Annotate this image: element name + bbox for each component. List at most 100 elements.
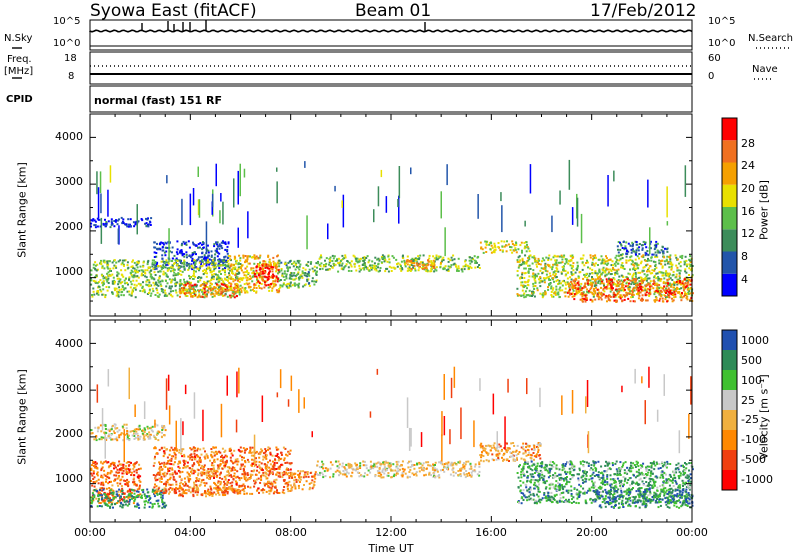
data-cell <box>682 280 684 282</box>
data-cell <box>677 259 679 261</box>
data-cell <box>566 261 568 263</box>
data-cell <box>574 293 576 295</box>
data-cell <box>175 292 177 294</box>
data-cell <box>210 448 212 450</box>
data-cell <box>217 274 219 276</box>
data-cell <box>141 269 143 271</box>
scatter-streak <box>304 161 306 168</box>
data-cell <box>198 480 200 482</box>
data-cell <box>293 262 295 264</box>
data-cell <box>120 502 122 504</box>
data-cell <box>137 271 139 273</box>
data-cell <box>294 285 296 287</box>
data-cell <box>305 283 307 285</box>
data-cell <box>103 283 105 285</box>
data-cell <box>419 255 421 257</box>
data-cell <box>119 259 121 261</box>
scatter-streak <box>247 211 249 238</box>
data-cell <box>614 283 616 285</box>
data-cell <box>284 462 286 464</box>
data-cell <box>241 269 243 271</box>
data-cell <box>351 260 353 262</box>
data-cell <box>239 291 241 293</box>
data-cell <box>243 476 245 478</box>
data-cell <box>397 266 399 268</box>
data-cell <box>178 267 180 269</box>
data-cell <box>571 283 573 285</box>
data-cell <box>202 283 204 285</box>
data-cell <box>118 286 120 288</box>
data-cell <box>291 272 293 274</box>
data-cell <box>638 280 640 282</box>
data-cell <box>128 224 130 226</box>
data-cell <box>144 438 146 440</box>
data-cell <box>156 243 158 245</box>
data-cell <box>653 254 655 256</box>
data-cell <box>391 267 393 269</box>
data-cell <box>572 296 574 298</box>
data-cell <box>99 505 101 507</box>
data-cell <box>642 244 644 246</box>
scatter-streak <box>500 192 502 201</box>
data-cell <box>452 255 454 257</box>
data-cell <box>591 301 593 303</box>
data-cell <box>572 262 574 264</box>
data-cell <box>241 459 243 461</box>
data-cell <box>501 240 503 242</box>
data-cell <box>436 257 438 259</box>
data-cell <box>222 260 224 262</box>
data-cell <box>154 266 156 268</box>
data-cell <box>176 264 178 266</box>
data-cell <box>668 256 670 258</box>
data-cell <box>151 265 153 267</box>
data-cell <box>529 265 531 267</box>
data-cell <box>618 269 620 271</box>
data-cell <box>616 301 618 303</box>
data-cell <box>624 268 626 270</box>
data-cell <box>529 290 531 292</box>
data-cell <box>659 298 661 300</box>
data-cell <box>479 267 481 269</box>
data-cell <box>101 494 103 496</box>
data-cell <box>150 295 152 297</box>
data-cell <box>681 255 683 257</box>
data-cell <box>284 273 286 275</box>
data-cell <box>643 278 645 280</box>
data-cell <box>669 273 671 275</box>
data-cell <box>234 266 236 268</box>
data-cell <box>109 268 111 270</box>
data-cell <box>629 269 631 271</box>
data-cell <box>133 502 135 504</box>
data-cell <box>586 288 588 290</box>
data-cell <box>539 276 541 278</box>
data-cell <box>594 292 596 294</box>
data-cell <box>188 255 190 257</box>
data-cell <box>527 260 529 262</box>
data-cell <box>134 223 136 225</box>
data-cell <box>117 469 119 471</box>
data-cell <box>241 265 243 267</box>
data-cell <box>179 296 181 298</box>
data-cell <box>572 257 574 259</box>
data-cell <box>418 258 420 260</box>
data-cell <box>316 267 318 269</box>
data-cell <box>272 270 274 272</box>
data-cell <box>164 252 166 254</box>
data-cell <box>193 244 195 246</box>
data-cell <box>125 504 127 506</box>
data-cell <box>285 275 287 277</box>
data-cell <box>236 278 238 280</box>
data-cell <box>283 489 285 491</box>
data-cell <box>144 495 146 497</box>
data-cell <box>634 281 636 283</box>
data-cell <box>585 262 587 264</box>
data-cell <box>593 289 595 291</box>
data-cell <box>624 294 626 296</box>
data-cell <box>107 290 109 292</box>
data-cell <box>647 299 649 301</box>
data-cell <box>538 263 540 265</box>
data-cell <box>97 282 99 284</box>
data-cell <box>258 263 260 265</box>
data-cell <box>567 272 569 274</box>
scatter-streak <box>190 194 192 226</box>
